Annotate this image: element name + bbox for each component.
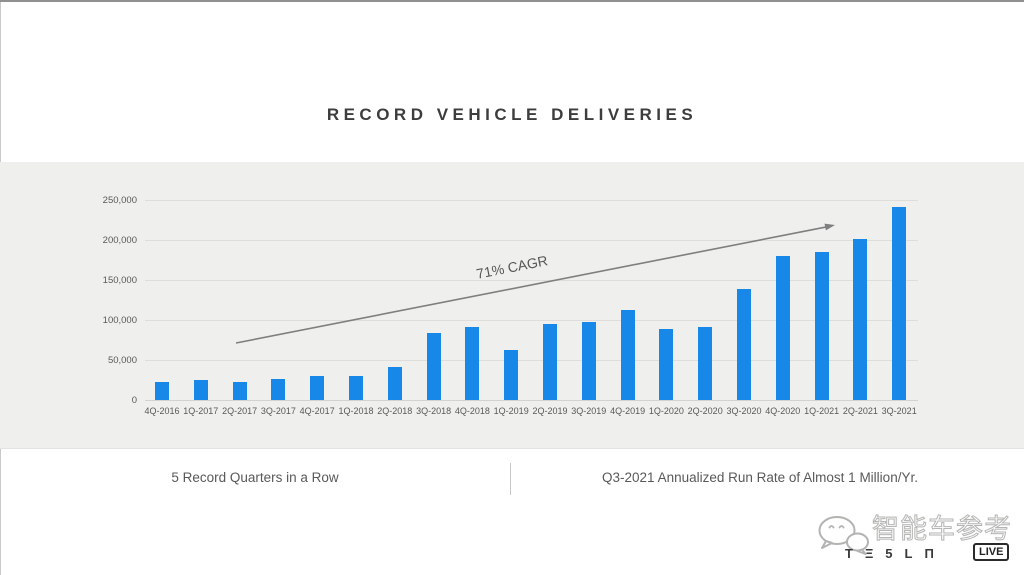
y-axis-tick-label: 100,000 [102,314,137,326]
x-axis-tick-label: 4Q-2019 [610,406,646,416]
bar-4Q-2017 [310,376,325,400]
x-axis-tick-label: 3Q-2019 [571,406,607,416]
x-axis-tick-label: 2Q-2017 [222,406,258,416]
x-axis-tick-label: 1Q-2017 [183,406,219,416]
bar-1Q-2019 [504,349,519,400]
x-axis-tick-label: 4Q-2017 [299,406,335,416]
live-badge: LIVE [973,543,1010,561]
bar-2Q-2021 [853,239,868,400]
y-axis-tick-label: 50,000 [107,354,137,366]
x-axis-tick-label: 1Q-2020 [648,406,684,416]
x-axis-tick-label: 3Q-2017 [260,406,296,416]
y-axis-tick-label: 0 [131,394,137,406]
x-axis-tick-label: 1Q-2021 [804,406,840,416]
bar-4Q-2018 [465,327,480,400]
x-axis-tick-label: 3Q-2021 [881,406,917,416]
footnote-divider [510,463,511,495]
bar-2Q-2018 [387,367,402,400]
bar-3Q-2017 [271,379,286,400]
x-axis-tick-label: 2Q-2018 [377,406,413,416]
bar-3Q-2020 [737,288,751,400]
gridline-250000 [145,200,918,201]
page-title: RECORD VEHICLE DELIVERIES [326,105,698,124]
bar-1Q-2021 [814,252,829,400]
bar-2Q-2017 [232,382,247,400]
brand-name-chinese: 智能车参考 [872,514,1012,545]
footnote-right: Q3-2021 Annualized Run Rate of Almost 1 … [602,470,918,485]
footnote-left: 5 Record Quarters in a Row [171,470,339,485]
tesla-logo-text: TΞ5LΠ [845,546,946,561]
gridline-200000 [145,240,918,241]
x-axis-tick-label: 4Q-2016 [144,406,180,416]
x-axis-tick-label: 3Q-2018 [416,406,452,416]
x-axis-tick-label: 2Q-2021 [842,406,878,416]
bar-3Q-2019 [581,322,596,400]
gridline-150000 [145,280,918,281]
bar-2Q-2020 [698,327,713,400]
bar-3Q-2021 [892,206,907,400]
x-axis-tick-label: 4Q-2020 [765,406,801,416]
gridline-50000 [145,360,918,361]
chart-panel: 0 50,000 100,000 150,000 200,000 250,000 4Q-20… [0,162,1024,449]
bar-1Q-2018 [349,376,363,400]
x-axis-tick-label: 2Q-2020 [687,406,723,416]
x-axis-tick-label: 1Q-2018 [338,406,374,416]
bar-3Q-2018 [426,333,441,400]
y-axis-tick-label: 250,000 [102,194,137,206]
watermark: 智能车参考 TΞ5LΠ LIVE [812,512,1024,572]
bar-4Q-2020 [775,255,790,400]
x-axis-tick-label: 2Q-2019 [532,406,568,416]
y-axis-tick-label: 200,000 [102,234,137,246]
bar-2Q-2019 [543,323,557,400]
x-axis-tick-label: 3Q-2020 [726,406,762,416]
x-axis-tick-label: 4Q-2018 [454,406,490,416]
bar-1Q-2017 [193,380,208,400]
wechat-chat-bubbles-icon [818,516,869,555]
y-axis-tick-label: 150,000 [102,274,137,286]
gridline-0 [145,400,918,401]
bar-4Q-2016 [155,382,169,400]
gridline-100000 [145,320,918,321]
bar-4Q-2019 [620,310,635,400]
bar-1Q-2020 [659,329,674,400]
trend-arrow [235,223,835,344]
x-axis-tick-label: 1Q-2019 [493,406,529,416]
